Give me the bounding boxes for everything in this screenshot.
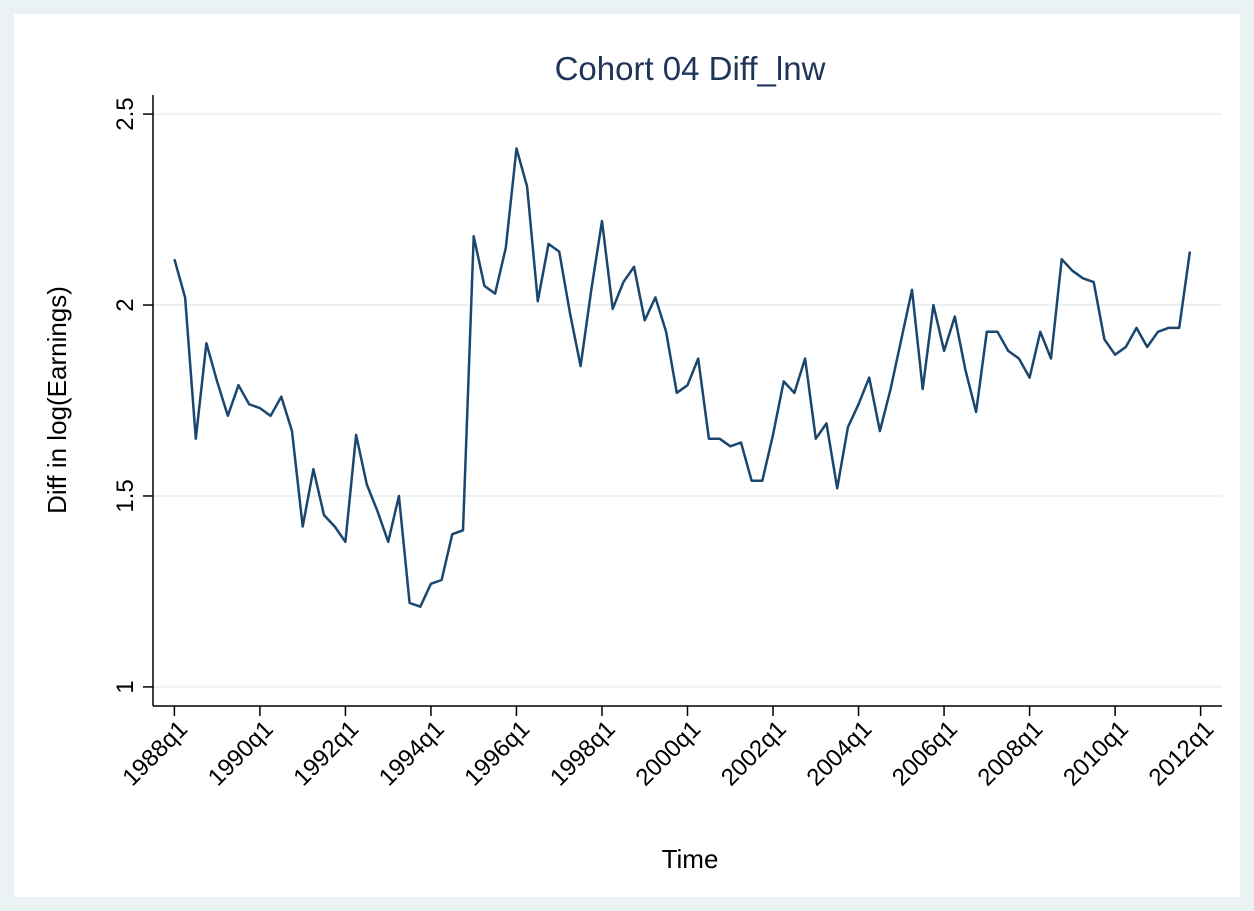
y-tick-label: 2: [112, 298, 139, 311]
y-tick-label: 2.5: [112, 97, 139, 130]
graph-region: [14, 14, 1240, 897]
chart-title: Cohort 04 Diff_lnw: [555, 50, 826, 87]
data-line: [173, 147, 1192, 608]
y-axis-title: Diff in log(Earnings): [42, 286, 72, 514]
x-axis-title: Time: [662, 844, 719, 874]
y-tick-label: 1: [112, 680, 139, 693]
y-tick-label: 1.5: [112, 479, 139, 512]
